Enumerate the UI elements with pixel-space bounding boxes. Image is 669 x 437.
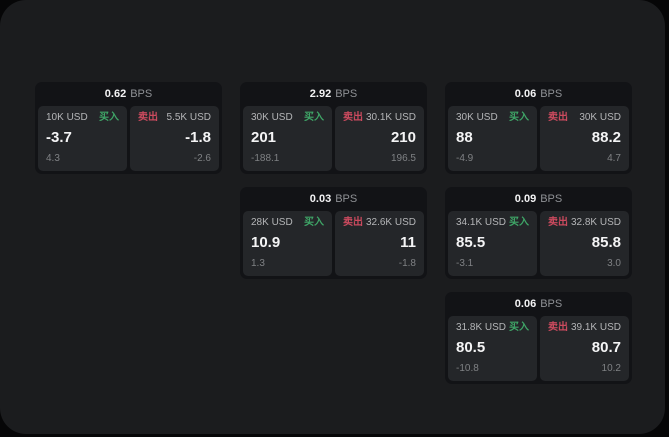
quote-panels: 28K USD 买入 10.9 1.3 卖出 32.6K USD 11 -1.8 [243, 211, 424, 276]
quote-board: 0.62 BPS 10K USD 买入 -3.7 4.3 卖出 5.5K USD [35, 82, 632, 384]
sell-side-label: 卖出 [343, 112, 363, 123]
quote-panels: 30K USD 买入 88 -4.9 卖出 30K USD 88.2 4.7 [448, 106, 629, 171]
sell-size: 32.8K USD [570, 217, 621, 228]
sell-side-label: 卖出 [343, 217, 363, 228]
bps-unit: BPS [540, 297, 563, 310]
buy-side-label: 买入 [304, 217, 324, 228]
bps-value: 0.03 [309, 192, 332, 205]
buy-delta: 4.3 [46, 153, 60, 164]
buy-size: 31.8K USD [456, 322, 507, 333]
sell-price: 11 [400, 234, 416, 252]
sell-size: 5.5K USD [166, 112, 211, 123]
bps-value: 0.06 [514, 297, 537, 310]
buy-size: 30K USD [456, 112, 498, 123]
buy-delta: -4.9 [456, 153, 474, 164]
bps-header: 0.03 BPS [243, 187, 424, 211]
sell-size: 39.1K USD [570, 322, 621, 333]
quote-card: 0.09 BPS 34.1K USD 买入 85.5 -3.1 卖出 32.8K… [445, 187, 632, 279]
bps-header: 2.92 BPS [243, 82, 424, 106]
sell-delta: 3.0 [607, 258, 621, 269]
buy-price: 85.5 [456, 234, 486, 252]
sell-panel[interactable]: 卖出 32.6K USD 11 -1.8 [335, 211, 424, 276]
buy-delta: -3.1 [456, 258, 474, 269]
quote-card: 2.92 BPS 30K USD 买入 201 -188.1 卖出 30.1K … [240, 82, 427, 174]
buy-price: 201 [251, 129, 277, 147]
sell-panel[interactable]: 卖出 5.5K USD -1.8 -2.6 [130, 106, 219, 171]
quote-card: 0.06 BPS 31.8K USD 买入 80.5 -10.8 卖出 39.1… [445, 292, 632, 384]
buy-side-label: 买入 [99, 112, 119, 123]
quote-card: 0.62 BPS 10K USD 买入 -3.7 4.3 卖出 5.5K USD [35, 82, 222, 174]
buy-panel[interactable]: 31.8K USD 买入 80.5 -10.8 [448, 316, 537, 381]
buy-side-label: 买入 [509, 322, 529, 333]
bps-header: 0.62 BPS [38, 82, 219, 106]
sell-delta: -1.8 [398, 258, 416, 269]
quote-panels: 10K USD 买入 -3.7 4.3 卖出 5.5K USD -1.8 -2.… [38, 106, 219, 171]
buy-size: 28K USD [251, 217, 293, 228]
sell-size: 32.6K USD [365, 217, 416, 228]
bps-header: 0.06 BPS [448, 82, 629, 106]
bps-value: 2.92 [309, 87, 332, 100]
bps-unit: BPS [540, 192, 563, 205]
sell-size: 30K USD [579, 112, 621, 123]
quote-panels: 30K USD 买入 201 -188.1 卖出 30.1K USD 210 1… [243, 106, 424, 171]
sell-side-label: 卖出 [548, 322, 568, 333]
buy-delta: -188.1 [251, 153, 280, 164]
bps-value: 0.62 [104, 87, 127, 100]
sell-price: -1.8 [185, 129, 211, 147]
buy-price: 10.9 [251, 234, 281, 252]
sell-panel[interactable]: 卖出 30.1K USD 210 196.5 [335, 106, 424, 171]
buy-size: 10K USD [46, 112, 88, 123]
quote-panels: 31.8K USD 买入 80.5 -10.8 卖出 39.1K USD 80.… [448, 316, 629, 381]
sell-price: 88.2 [591, 129, 621, 147]
quote-card: 0.03 BPS 28K USD 买入 10.9 1.3 卖出 32.6K US… [240, 187, 427, 279]
buy-panel[interactable]: 10K USD 买入 -3.7 4.3 [38, 106, 127, 171]
sell-delta: 4.7 [607, 153, 621, 164]
bps-value: 0.09 [514, 192, 537, 205]
sell-size: 30.1K USD [365, 112, 416, 123]
buy-side-label: 买入 [509, 112, 529, 123]
buy-panel[interactable]: 30K USD 买入 201 -188.1 [243, 106, 332, 171]
sell-side-label: 卖出 [548, 112, 568, 123]
bps-header: 0.09 BPS [448, 187, 629, 211]
buy-price: 80.5 [456, 339, 486, 357]
bps-value: 0.06 [514, 87, 537, 100]
bps-unit: BPS [335, 87, 358, 100]
sell-side-label: 卖出 [548, 217, 568, 228]
buy-panel[interactable]: 28K USD 买入 10.9 1.3 [243, 211, 332, 276]
bps-unit: BPS [540, 87, 563, 100]
sell-price: 80.7 [591, 339, 621, 357]
bps-header: 0.06 BPS [448, 292, 629, 316]
buy-panel[interactable]: 34.1K USD 买入 85.5 -3.1 [448, 211, 537, 276]
buy-delta: -10.8 [456, 363, 479, 374]
buy-size: 34.1K USD [456, 217, 507, 228]
buy-price: 88 [456, 129, 473, 147]
buy-delta: 1.3 [251, 258, 265, 269]
sell-panel[interactable]: 卖出 39.1K USD 80.7 10.2 [540, 316, 629, 381]
buy-side-label: 买入 [509, 217, 529, 228]
sell-panel[interactable]: 卖出 32.8K USD 85.8 3.0 [540, 211, 629, 276]
sell-panel[interactable]: 卖出 30K USD 88.2 4.7 [540, 106, 629, 171]
sell-side-label: 卖出 [138, 112, 158, 123]
sell-delta: -2.6 [193, 153, 211, 164]
quote-panels: 34.1K USD 买入 85.5 -3.1 卖出 32.8K USD 85.8… [448, 211, 629, 276]
sell-price: 85.8 [591, 234, 621, 252]
quote-card: 0.06 BPS 30K USD 买入 88 -4.9 卖出 30K USD [445, 82, 632, 174]
buy-panel[interactable]: 30K USD 买入 88 -4.9 [448, 106, 537, 171]
bps-unit: BPS [335, 192, 358, 205]
sell-price: 210 [390, 129, 416, 147]
sell-delta: 10.2 [601, 363, 621, 374]
bps-unit: BPS [130, 87, 153, 100]
buy-size: 30K USD [251, 112, 293, 123]
buy-side-label: 买入 [304, 112, 324, 123]
sell-delta: 196.5 [390, 153, 416, 164]
buy-price: -3.7 [46, 129, 72, 147]
